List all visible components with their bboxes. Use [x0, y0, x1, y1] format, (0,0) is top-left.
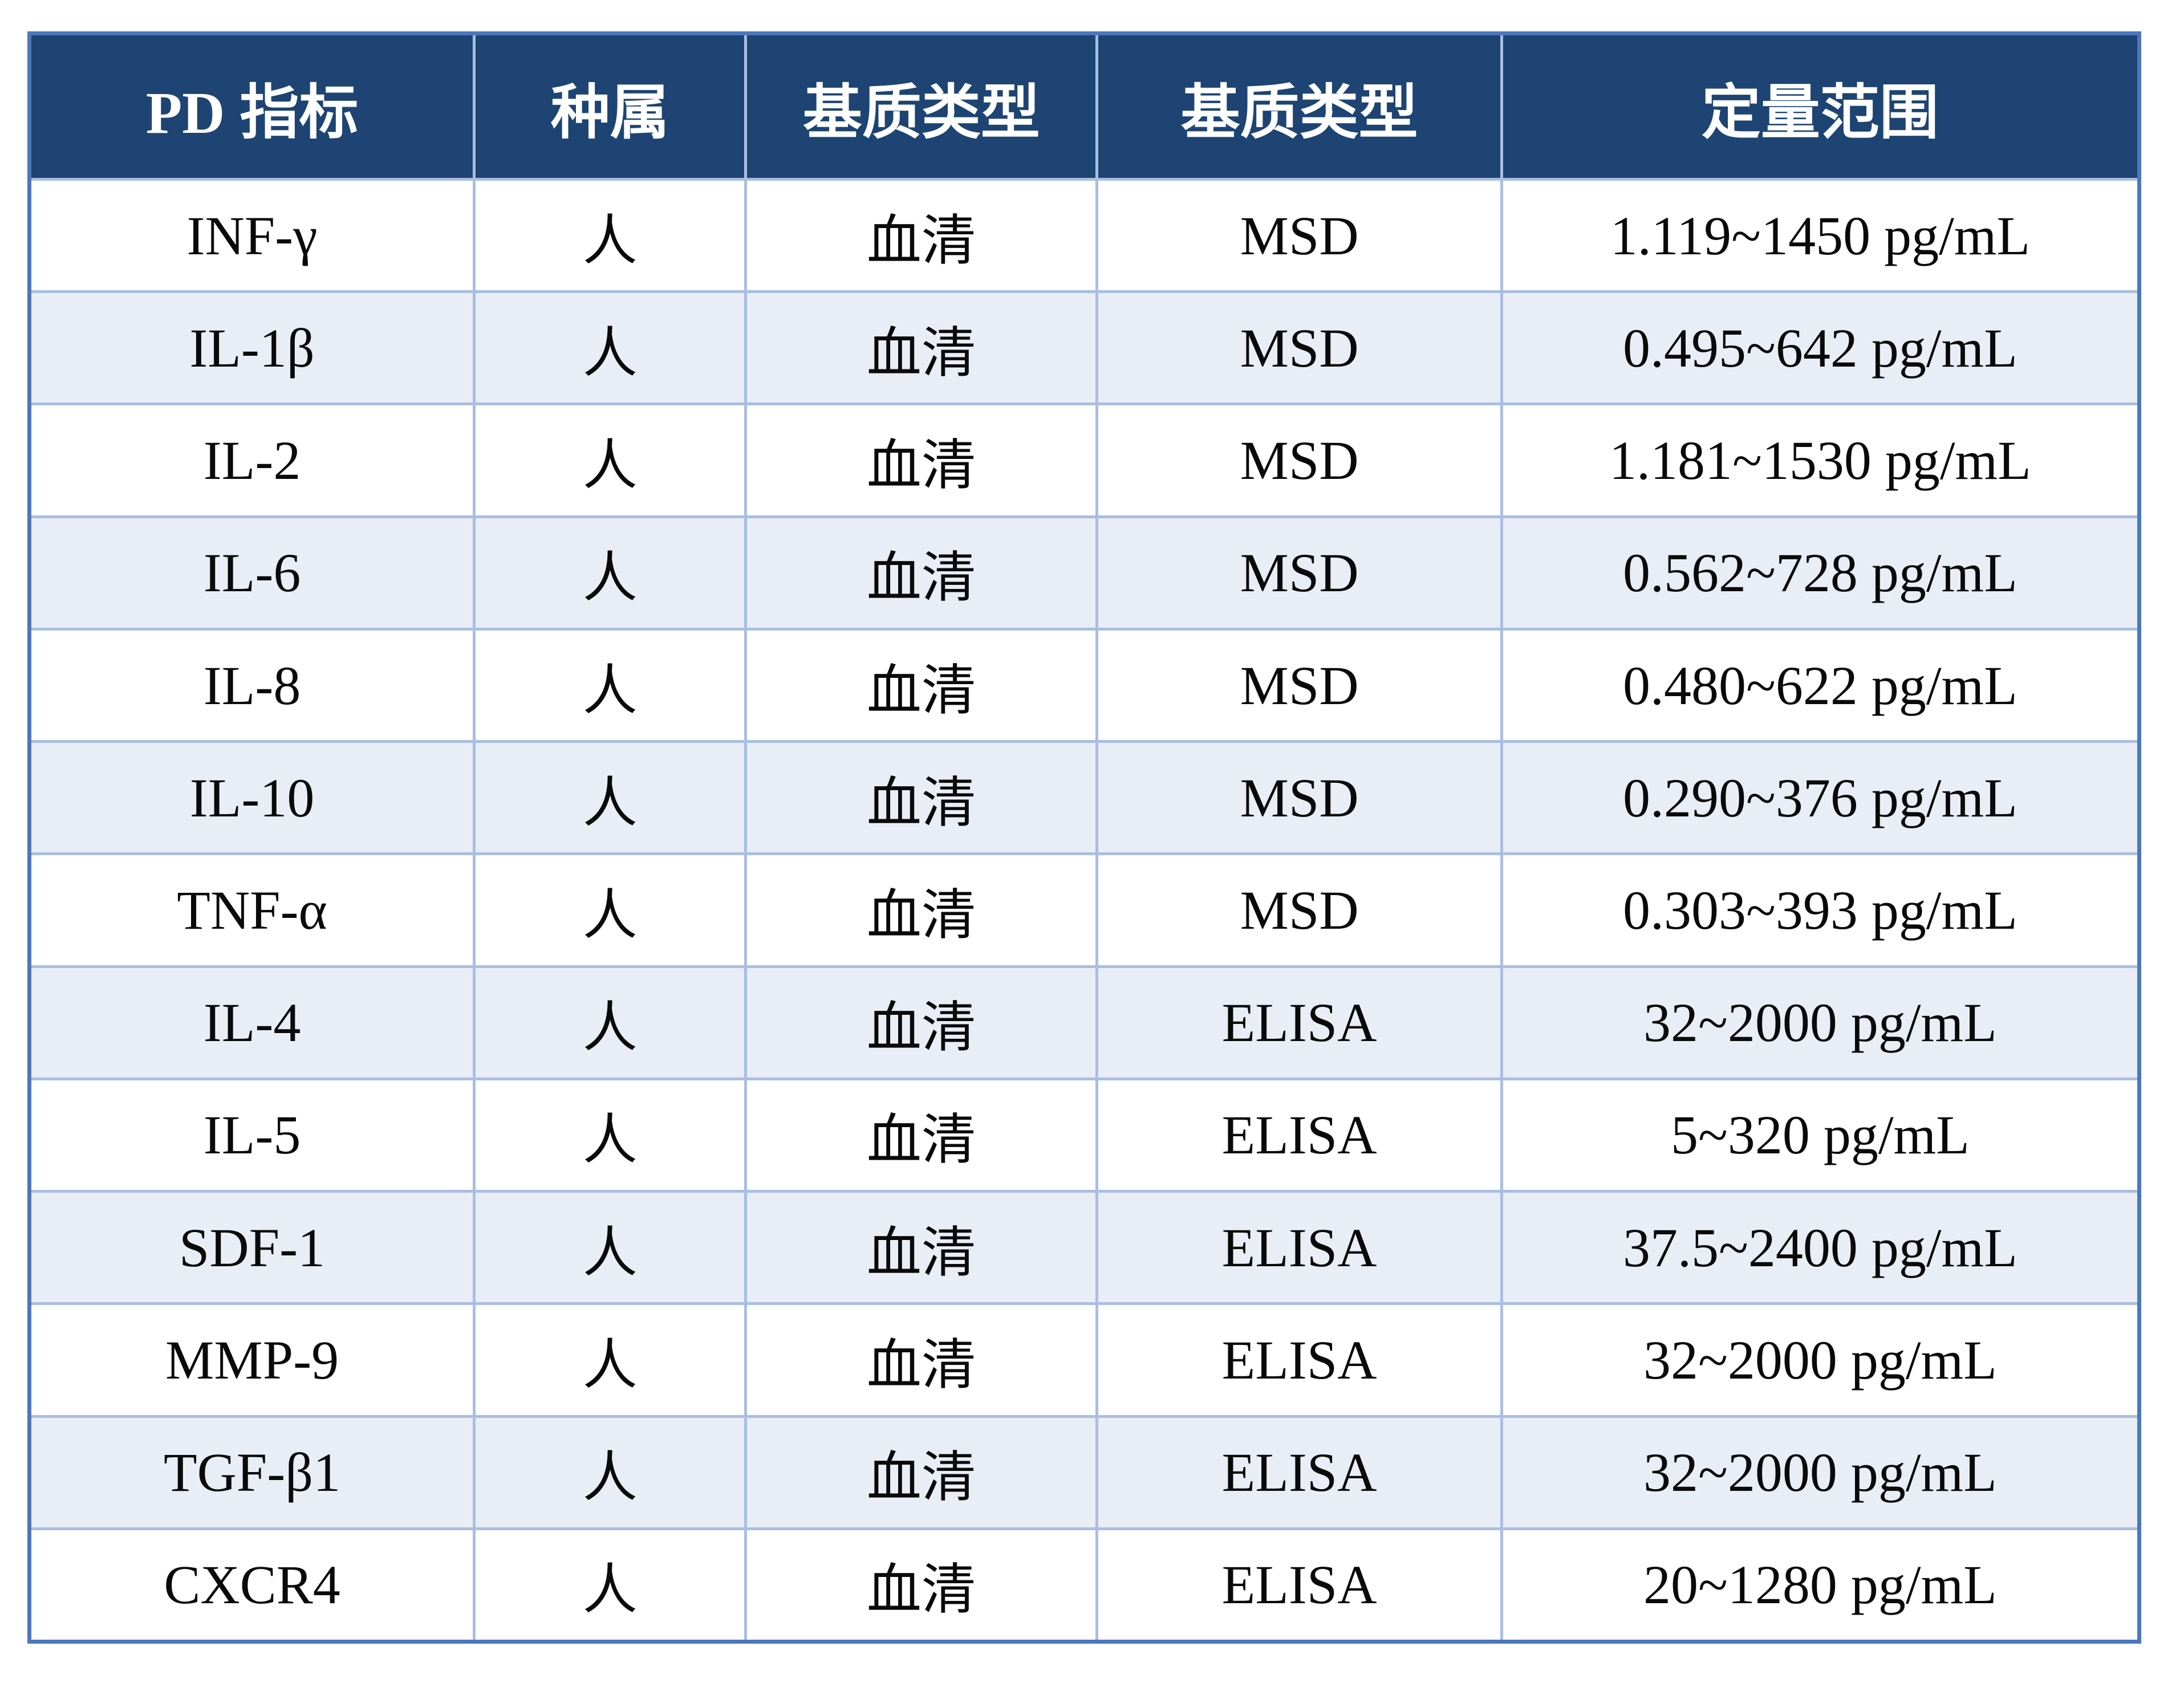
table-cell: 人: [473, 293, 744, 403]
table-cell: 人: [473, 1530, 744, 1640]
table-cell: ELISA: [1095, 1193, 1500, 1303]
table-cell: 血清: [744, 1417, 1095, 1527]
table-cell: IL-2: [203, 430, 301, 491]
table-row: IL-2 人血清 MSD 1.181~1530 pg/mL: [31, 403, 2137, 515]
data-table: PD 指标 种属 基质类型 基质类型 定量范围 INF-γ 人血清 MSD 1.119…: [27, 31, 2141, 1644]
table-row: IL-1β 人血清 MSD 0.495~642 pg/mL: [31, 290, 2137, 403]
table-cell: CXCR4: [164, 1554, 340, 1616]
table-cell: 0.480~622 pg/mL: [1500, 630, 2137, 741]
table-cell: ELISA: [1095, 1305, 1500, 1415]
table-cell: SDF-1: [178, 1217, 326, 1278]
table-cell: 血清: [744, 1193, 1095, 1303]
table-cell: MSD: [1095, 743, 1500, 853]
table-cell: ELISA: [1095, 967, 1500, 1078]
table-cell: 血清: [744, 743, 1095, 853]
table-cell: TNF-α: [177, 880, 327, 941]
table-cell: 人: [473, 518, 744, 628]
table-cell: 人: [473, 405, 744, 515]
table-cell: 1.119~1450 pg/mL: [1500, 181, 2137, 291]
table-cell: 5~320 pg/mL: [1500, 1080, 2137, 1190]
table-cell: 血清: [744, 1305, 1095, 1415]
header-cell-matrix-type: 基质类型: [744, 35, 1095, 178]
table-cell: 血清: [744, 293, 1095, 403]
table-cell: 血清: [744, 518, 1095, 628]
table-row: TGF-β1 人血清 ELISA 32~2000 pg/mL: [31, 1414, 2137, 1527]
table-cell: MSD: [1095, 855, 1500, 965]
table-cell: 人: [473, 1193, 744, 1303]
table-cell: 人: [473, 743, 744, 853]
table-cell: 血清: [744, 405, 1095, 515]
table-cell: 人: [473, 1417, 744, 1527]
table-cell: 血清: [744, 181, 1095, 291]
table-cell: 人: [473, 967, 744, 1078]
table-row: IL-5 人血清 ELISA 5~320 pg/mL: [31, 1077, 2137, 1190]
table-row: MMP-9 人血清 ELISA 32~2000 pg/mL: [31, 1302, 2137, 1415]
table-cell: 32~2000 pg/mL: [1500, 967, 2137, 1078]
table-cell: MSD: [1095, 518, 1500, 628]
table-cell: IL-6: [203, 542, 301, 604]
table-cell: 血清: [744, 855, 1095, 965]
table-cell: TGF-β1: [163, 1442, 341, 1503]
table-cell: 0.290~376 pg/mL: [1500, 743, 2137, 853]
table-cell: ELISA: [1095, 1080, 1500, 1190]
table-cell: IL-8: [203, 654, 301, 716]
header-cell-platform: 基质类型: [1095, 35, 1500, 178]
table-cell: 人: [473, 1305, 744, 1415]
table-cell: 20~1280 pg/mL: [1500, 1530, 2137, 1640]
table-row: SDF-1 人血清 ELISA 37.5~2400 pg/mL: [31, 1190, 2137, 1303]
table-row: IL-6 人血清 MSD 0.562~728 pg/mL: [31, 515, 2137, 628]
table-cell: 0.303~393 pg/mL: [1500, 855, 2137, 965]
table-cell: ELISA: [1095, 1417, 1500, 1527]
table-cell: 血清: [744, 1530, 1095, 1640]
header-cell-quant-range: 定量范围: [1500, 35, 2137, 178]
table-cell: IL-5: [203, 1104, 301, 1166]
table-row: IL-8 人血清 MSD 0.480~622 pg/mL: [31, 627, 2137, 741]
table-cell: 32~2000 pg/mL: [1500, 1417, 2137, 1527]
table-cell: MSD: [1095, 405, 1500, 515]
table-cell: IL-1β: [189, 317, 315, 379]
table-cell: 血清: [744, 967, 1095, 1078]
header-cell-species: 种属: [473, 35, 744, 178]
table-cell: 32~2000 pg/mL: [1500, 1305, 2137, 1415]
table-cell: MSD: [1095, 630, 1500, 741]
table-cell: ELISA: [1095, 1530, 1500, 1640]
table-cell: 37.5~2400 pg/mL: [1500, 1193, 2137, 1303]
table-cell: 人: [473, 181, 744, 291]
table-cell: MMP-9: [165, 1329, 339, 1391]
table-cell: 人: [473, 1080, 744, 1190]
table-cell: IL-10: [189, 767, 315, 828]
table-cell: 血清: [744, 1080, 1095, 1190]
table-cell: 血清: [744, 630, 1095, 741]
table-cell: IL-4: [203, 992, 301, 1054]
table-row: INF-γ 人血清 MSD 1.119~1450 pg/mL: [31, 178, 2137, 291]
table-header-row: PD 指标 种属 基质类型 基质类型 定量范围: [31, 35, 2137, 178]
table-cell: INF-γ: [186, 205, 318, 266]
table-cell: MSD: [1095, 293, 1500, 403]
table-cell: MSD: [1095, 181, 1500, 291]
table-row: CXCR4 人血清 ELISA 20~1280 pg/mL: [31, 1527, 2137, 1640]
table-cell: 人: [473, 855, 744, 965]
table-cell: 1.181~1530 pg/mL: [1500, 405, 2137, 515]
table-row: IL-4 人血清 ELISA 32~2000 pg/mL: [31, 965, 2137, 1078]
table-row: IL-10 人血清 MSD 0.290~376 pg/mL: [31, 740, 2137, 853]
table-cell: 0.495~642 pg/mL: [1500, 293, 2137, 403]
table-cell: 0.562~728 pg/mL: [1500, 518, 2137, 628]
table-cell: 人: [473, 630, 744, 741]
header-cell-pd-indicator: PD 指标: [145, 80, 359, 146]
table-row: TNF-α 人血清 MSD 0.303~393 pg/mL: [31, 852, 2137, 965]
